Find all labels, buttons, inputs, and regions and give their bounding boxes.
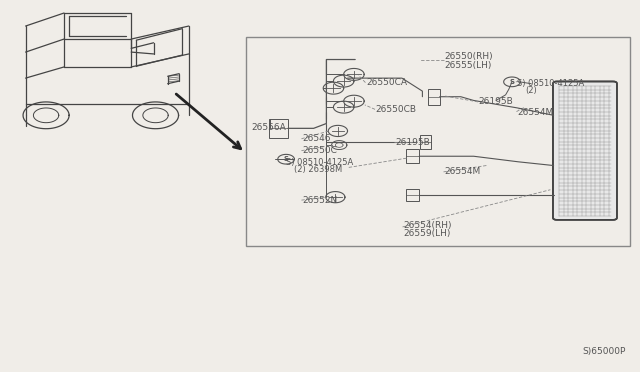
Text: 26556A: 26556A [252,124,286,132]
Text: 26546: 26546 [303,134,332,143]
FancyBboxPatch shape [553,81,617,220]
Text: 26195B: 26195B [479,97,513,106]
Text: 26554M: 26554M [445,167,481,176]
Text: S) 08510-4125A: S) 08510-4125A [517,79,584,88]
Text: 26555(LH): 26555(LH) [445,61,492,70]
Text: S) 08510-4125A: S) 08510-4125A [286,158,353,167]
Text: 26554(RH): 26554(RH) [403,221,452,230]
Text: 26550CA: 26550CA [366,78,407,87]
Bar [269,119,288,138]
Text: S)65000P: S)65000P [582,347,626,356]
Text: 26559(LH): 26559(LH) [403,229,451,238]
Text: 26554M: 26554M [517,108,554,117]
Text: S: S [509,79,515,85]
Text: 26550CB: 26550CB [376,105,417,114]
Bar [406,149,419,163]
Bar [420,135,431,149]
Text: 26552N: 26552N [303,196,338,205]
Text: S: S [284,156,289,162]
Text: 26550(RH): 26550(RH) [445,52,493,61]
Text: 26550C: 26550C [303,146,337,155]
Text: (2): (2) [525,86,536,94]
Bar [406,189,419,201]
Bar [428,89,440,105]
Text: (2) 26398M: (2) 26398M [294,165,342,174]
Text: 26195B: 26195B [395,138,429,147]
Bar [246,37,630,246]
